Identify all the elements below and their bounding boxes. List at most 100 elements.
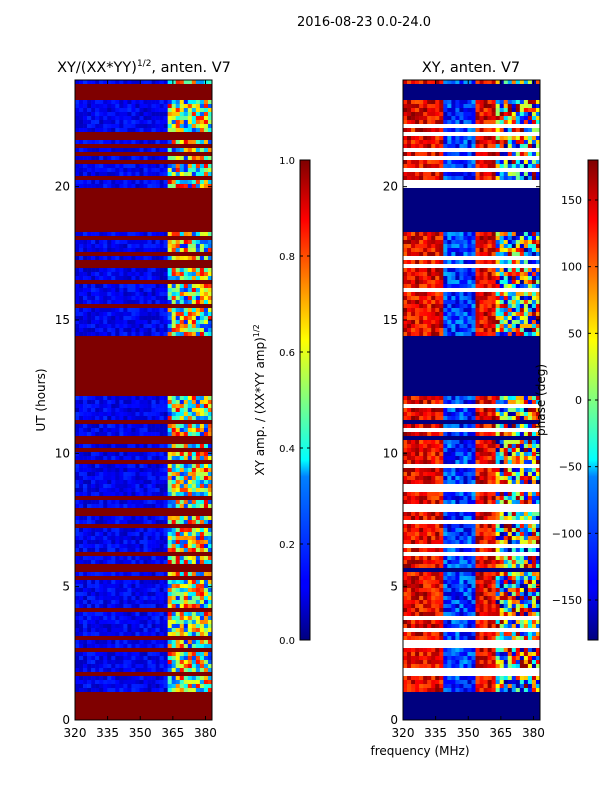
heatmap-cell: [415, 276, 420, 281]
heatmap-cell: [87, 428, 92, 433]
heatmap-cell: [507, 144, 513, 149]
heatmap-cell: [483, 164, 488, 169]
heatmap-cell: [427, 440, 432, 445]
heatmap-cell: [431, 440, 436, 445]
heatmap-cell: [119, 480, 124, 485]
heatmap-cell: [159, 492, 164, 497]
heatmap-cell: [123, 408, 128, 413]
heatmap-cell: [79, 452, 84, 457]
heatmap-cell: [495, 80, 501, 85]
heatmap-cell: [187, 584, 193, 589]
heatmap-cell: [407, 416, 412, 421]
heatmap-cell: [199, 400, 205, 405]
heatmap-cell: [531, 328, 537, 333]
heatmap-cell: [123, 120, 128, 125]
heatmap-cell: [111, 104, 116, 109]
heatmap-cell: [175, 164, 181, 169]
heatmap-cell: [115, 292, 120, 297]
heatmap-cell: [207, 288, 212, 293]
heatmap-cell: [151, 300, 156, 305]
heatmap-cell: [139, 668, 144, 673]
heatmap-cell: [87, 680, 92, 685]
heatmap-cell: [151, 256, 156, 261]
heatmap-cell: [179, 540, 185, 545]
heatmap-cell: [127, 424, 132, 429]
heatmap-cell: [447, 300, 452, 305]
heatmap-cell: [403, 108, 408, 113]
heatmap-cell: [135, 684, 140, 689]
heatmap-cell: [119, 596, 124, 601]
heatmap-cell: [475, 308, 480, 313]
heatmap-cell: [455, 296, 460, 301]
heatmap-cell: [519, 252, 525, 257]
amplitude-colorbar-label: XY amp. / (XX*YY amp)1/2: [252, 324, 267, 475]
heatmap-cell: [139, 244, 144, 249]
heatmap-cell: [511, 416, 517, 421]
heatmap-cell: [499, 100, 505, 105]
heatmap-cell: [87, 616, 92, 621]
heatmap-cell: [83, 268, 88, 273]
heatmap-cell: [107, 168, 112, 173]
heatmap-cell: [163, 544, 168, 549]
heatmap-cell: [443, 140, 448, 145]
heatmap-cell: [471, 412, 476, 417]
heatmap-cell: [75, 688, 80, 693]
heatmap-cell: [87, 492, 92, 497]
heatmap-cell: [531, 140, 537, 145]
heatmap-cell: [203, 156, 209, 161]
heatmap-cell: [139, 412, 144, 417]
heatmap-cell: [455, 292, 460, 297]
heatmap-cell: [119, 156, 124, 161]
heatmap-cell: [167, 528, 173, 533]
heatmap-cell: [175, 640, 181, 645]
heatmap-cell: [451, 152, 456, 157]
heatmap-cell: [423, 284, 428, 289]
heatmap-cell: [479, 248, 484, 253]
heatmap-cell: [503, 104, 509, 109]
heatmap-cell: [207, 412, 212, 417]
heatmap-cell: [467, 408, 472, 413]
heatmap-cell: [415, 240, 420, 245]
heatmap-cell: [491, 236, 496, 241]
heatmap-cell: [79, 108, 84, 113]
heatmap-cell: [511, 304, 517, 309]
heatmap-cell: [115, 488, 120, 493]
heatmap-cell: [87, 580, 92, 585]
heatmap-cell: [99, 324, 104, 329]
heatmap-cell: [75, 316, 80, 321]
heatmap-cell: [159, 328, 164, 333]
heatmap-cell: [91, 492, 96, 497]
heatmap-cell: [535, 300, 540, 305]
heatmap-cell: [83, 572, 88, 577]
heatmap-cell: [475, 140, 480, 145]
heatmap-cell: [523, 108, 529, 113]
heatmap-cell: [187, 596, 193, 601]
heatmap-cell: [519, 308, 525, 313]
heatmap-cell: [111, 516, 116, 521]
heatmap-cell: [487, 112, 492, 117]
heatmap-cell: [151, 452, 156, 457]
heatmap-cell: [127, 116, 132, 121]
heatmap-cell: [75, 464, 80, 469]
heatmap-cell: [139, 276, 144, 281]
heatmap-cell: [75, 468, 80, 473]
heatmap-cell: [131, 444, 136, 449]
heatmap-cell: [527, 304, 533, 309]
heatmap-cell: [139, 664, 144, 669]
heatmap-cell: [111, 268, 116, 273]
heatmap-cell: [79, 128, 84, 133]
heatmap-cell: [83, 536, 88, 541]
heatmap-cell: [407, 128, 412, 133]
heatmap-cell: [407, 100, 412, 105]
heatmap-cell: [115, 532, 120, 537]
heatmap-cell: [199, 668, 205, 673]
heatmap-cell: [87, 588, 92, 593]
heatmap-cell: [447, 444, 452, 449]
heatmap-cell: [203, 488, 209, 493]
heatmap-cell: [443, 152, 448, 157]
heatmap-cell: [403, 312, 408, 317]
heatmap-cell: [147, 296, 152, 301]
heatmap-flagged-row: [75, 708, 212, 713]
heatmap-cell: [191, 472, 197, 477]
heatmap-cell: [139, 168, 144, 173]
